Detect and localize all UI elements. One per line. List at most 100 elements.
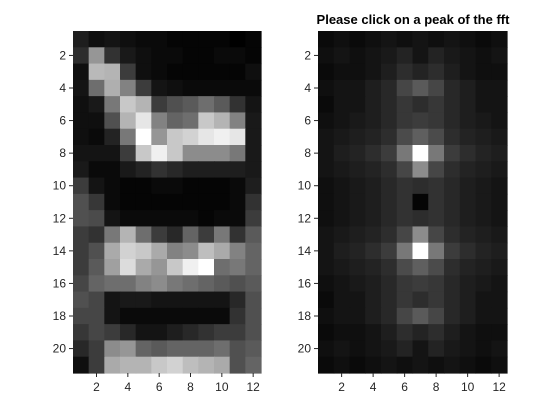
image-cell[interactable] [444, 145, 461, 162]
image-cell[interactable] [412, 161, 429, 179]
image-cell[interactable] [444, 226, 461, 244]
image-cell[interactable] [381, 128, 398, 146]
image-cell[interactable] [444, 356, 461, 374]
image-cell[interactable] [396, 47, 414, 65]
image-cell[interactable] [475, 356, 492, 374]
image-cell[interactable] [120, 226, 137, 244]
image-cell[interactable] [135, 291, 152, 309]
image-cell[interactable] [475, 210, 492, 228]
image-cell[interactable] [475, 161, 492, 179]
image-cell[interactable] [459, 128, 477, 146]
image-cell[interactable] [167, 161, 184, 179]
image-cell[interactable] [475, 193, 492, 211]
image-cell[interactable] [459, 324, 477, 342]
image-cell[interactable] [412, 307, 429, 325]
image-cell[interactable] [198, 63, 215, 81]
image-cell[interactable] [198, 259, 215, 276]
image-cell[interactable] [491, 210, 508, 228]
image-cell[interactable] [381, 242, 398, 260]
image-cell[interactable] [88, 96, 105, 114]
image-cell[interactable] [396, 145, 414, 162]
image-cell[interactable] [318, 275, 335, 293]
image-cell[interactable] [475, 112, 492, 130]
image-cell[interactable] [444, 242, 461, 260]
image-cell[interactable] [88, 275, 105, 293]
image-cell[interactable] [182, 210, 199, 228]
image-cell[interactable] [381, 79, 398, 97]
image-axes-left[interactable]: 2 4 6 8 10 12 2 4 6 8 10 12 14 16 18 20 [53, 31, 262, 394]
image-cell[interactable] [214, 291, 231, 309]
image-cell[interactable] [198, 324, 215, 342]
image-cell[interactable] [444, 79, 461, 97]
image-cell[interactable] [214, 31, 231, 48]
image-cell[interactable] [396, 161, 414, 179]
image-cell[interactable] [214, 242, 231, 260]
image-cell[interactable] [428, 210, 445, 228]
image-cell[interactable] [73, 177, 90, 195]
image-cell[interactable] [120, 145, 137, 162]
image-cell[interactable] [491, 226, 508, 244]
image-cell[interactable] [475, 340, 492, 358]
image-cell[interactable] [167, 145, 184, 162]
image-cell[interactable] [428, 291, 445, 309]
image-cell[interactable] [491, 324, 508, 342]
image-cell[interactable] [229, 307, 246, 325]
image-cell[interactable] [318, 193, 335, 211]
image-cell[interactable] [491, 177, 508, 195]
image-cell[interactable] [104, 275, 121, 293]
image-cell[interactable] [120, 291, 137, 309]
image-cell[interactable] [182, 226, 199, 244]
image-cell[interactable] [214, 161, 231, 179]
image-cell[interactable] [73, 161, 90, 179]
image-cell[interactable] [182, 324, 199, 342]
image-cell[interactable] [396, 242, 414, 260]
image-cell[interactable] [444, 177, 461, 195]
image-cell[interactable] [444, 324, 461, 342]
image-cell[interactable] [135, 242, 152, 260]
image-cell[interactable] [245, 340, 262, 358]
image-cell[interactable] [396, 307, 414, 325]
image-cell[interactable] [444, 47, 461, 65]
image-cell[interactable] [318, 259, 335, 276]
image-cell[interactable] [381, 275, 398, 293]
image-cell[interactable] [167, 356, 184, 374]
image-cell[interactable] [428, 112, 445, 130]
image-cell[interactable] [349, 291, 366, 309]
image-cell[interactable] [73, 259, 90, 276]
image-cell[interactable] [412, 96, 429, 114]
image-cell[interactable] [333, 324, 351, 342]
image-cell[interactable] [349, 79, 366, 97]
image-cell[interactable] [182, 47, 199, 65]
image-cell[interactable] [167, 340, 184, 358]
image-cell[interactable] [381, 307, 398, 325]
image-cell[interactable] [428, 324, 445, 342]
image-cell[interactable] [491, 242, 508, 260]
image-cell[interactable] [245, 242, 262, 260]
image-cell[interactable] [198, 275, 215, 293]
image-cell[interactable] [428, 307, 445, 325]
image-cell[interactable] [459, 356, 477, 374]
image-cell[interactable] [396, 324, 414, 342]
image-cell[interactable] [349, 242, 366, 260]
image-cell[interactable] [491, 145, 508, 162]
image-cell[interactable] [318, 356, 335, 374]
image-cell[interactable] [333, 31, 351, 48]
image-cell[interactable] [182, 79, 199, 97]
image-cell[interactable] [318, 63, 335, 81]
image-cell[interactable] [444, 340, 461, 358]
image-cell[interactable] [245, 291, 262, 309]
image-cell[interactable] [104, 307, 121, 325]
image-cell[interactable] [73, 242, 90, 260]
image-cell[interactable] [491, 193, 508, 211]
image-cell[interactable] [381, 145, 398, 162]
image-cell[interactable] [167, 324, 184, 342]
image-cell[interactable] [349, 177, 366, 195]
image-cell[interactable] [182, 96, 199, 114]
image-cell[interactable] [491, 291, 508, 309]
image-cell[interactable] [475, 291, 492, 309]
image-cell[interactable] [88, 128, 105, 146]
image-cell[interactable] [104, 324, 121, 342]
image-cell[interactable] [214, 193, 231, 211]
image-cell[interactable] [365, 112, 382, 130]
image-cell[interactable] [491, 128, 508, 146]
